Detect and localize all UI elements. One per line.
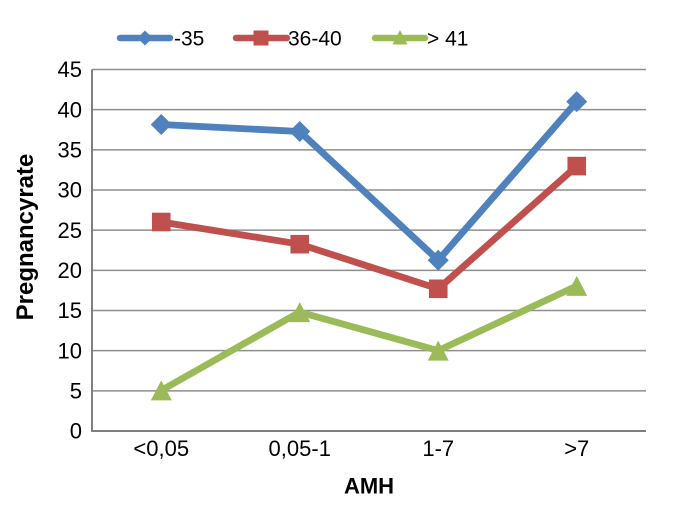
svg-text:10: 10 bbox=[58, 338, 82, 363]
svg-text:40: 40 bbox=[58, 97, 82, 122]
svg-text:45: 45 bbox=[58, 57, 82, 82]
svg-text:15: 15 bbox=[58, 298, 82, 323]
svg-text:0,05-1: 0,05-1 bbox=[269, 436, 331, 461]
svg-text:<0,05: <0,05 bbox=[133, 436, 189, 461]
svg-text:Pregnancyrate: Pregnancyrate bbox=[12, 154, 39, 321]
svg-text:20: 20 bbox=[58, 258, 82, 283]
svg-text:1-7: 1-7 bbox=[422, 436, 454, 461]
svg-text:>7: >7 bbox=[564, 436, 589, 461]
svg-text:AMH: AMH bbox=[344, 474, 394, 499]
svg-text:30: 30 bbox=[58, 178, 82, 203]
svg-text:> 41: > 41 bbox=[427, 28, 468, 51]
svg-text:-35: -35 bbox=[174, 28, 204, 51]
svg-text:5: 5 bbox=[70, 378, 82, 403]
svg-text:36-40: 36-40 bbox=[288, 28, 342, 51]
svg-text:35: 35 bbox=[58, 137, 82, 162]
svg-text:25: 25 bbox=[58, 218, 82, 243]
svg-text:0: 0 bbox=[70, 419, 82, 444]
